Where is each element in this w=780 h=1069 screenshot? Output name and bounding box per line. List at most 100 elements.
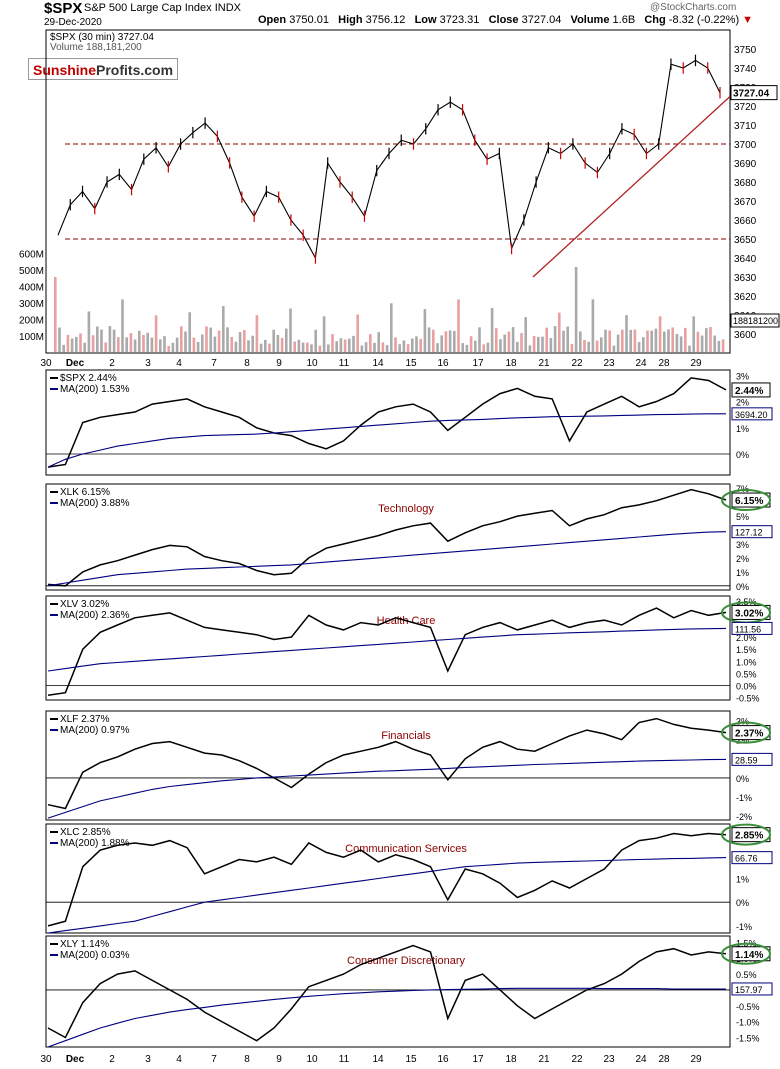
bottom-x-tick-label: 18	[505, 1054, 517, 1065]
volume-bar	[469, 336, 473, 352]
volume-bar	[87, 311, 91, 352]
ma-series-line	[47, 987, 726, 1048]
x-tick-label: 23	[603, 358, 615, 369]
relative-tick-label: 0%	[736, 898, 749, 908]
volume-bar	[226, 327, 229, 352]
relative-series-line	[47, 607, 727, 696]
relative-tick-label: 2.0%	[736, 633, 757, 643]
volume-bar	[54, 277, 57, 352]
volume-bar	[243, 330, 246, 352]
volume-bar	[373, 342, 376, 352]
volume-bar	[133, 339, 137, 352]
relative-series-line	[47, 717, 727, 810]
volume-bar	[490, 308, 494, 352]
volume-bar	[201, 334, 204, 352]
relative-tick-label: 1%	[736, 875, 749, 885]
panel-ma-legend-label: MA(200) 0.97%	[60, 725, 130, 736]
last-value-label: 2.37%	[735, 729, 763, 740]
volume-bar	[465, 344, 469, 352]
volume-bar	[633, 329, 637, 352]
x-tick-label: 21	[538, 358, 550, 369]
volume-bar	[205, 326, 208, 352]
relative-tick-label: 3%	[736, 717, 749, 727]
volume-tick-label: 500M	[19, 266, 44, 277]
volume-bar	[600, 337, 603, 352]
panel-legend-label: XLY 1.14%	[60, 939, 109, 950]
volume-bar	[595, 340, 599, 352]
volume-bar	[486, 342, 490, 352]
volume-bar	[293, 341, 296, 352]
relative-panel-frame	[45, 710, 731, 821]
volume-bar	[348, 338, 351, 352]
bottom-x-tick-label: 30	[40, 1054, 52, 1065]
panel-title: Financials	[381, 730, 431, 742]
volume-tick-label: 300M	[19, 299, 44, 310]
volume-bar	[604, 329, 607, 352]
x-tick-label: 28	[658, 358, 670, 369]
price-tick-label: 3650	[734, 235, 757, 246]
volume-bar	[104, 342, 107, 352]
price-tick-label: 3700	[734, 140, 757, 151]
last-value-label: 2.85%	[735, 831, 763, 842]
x-tick-label: 8	[244, 358, 250, 369]
relative-tick-label: -0.5%	[736, 694, 760, 704]
volume-bar	[436, 343, 439, 352]
volume-bar	[545, 327, 548, 352]
ma-series-line	[47, 627, 727, 672]
relative-tick-label: 2%	[736, 554, 749, 564]
volume-bar	[629, 329, 632, 352]
volume-bar	[541, 336, 544, 352]
bottom-x-tick-label: 2	[109, 1054, 115, 1065]
sunshine-profits-logo: SunshineProfits.com	[28, 58, 178, 80]
volume-bar	[251, 335, 254, 352]
volume-bar	[478, 327, 481, 352]
volume-bar	[154, 315, 158, 352]
volume-tick-label: 100M	[19, 332, 44, 343]
x-tick-label: 4	[176, 358, 182, 369]
ma-value-label: 127.12	[735, 528, 763, 538]
volume-bar	[327, 344, 330, 352]
panel-title: Technology	[378, 503, 434, 515]
highlight-ellipse	[721, 823, 771, 846]
volume-bar	[658, 316, 662, 352]
volume-bar	[495, 328, 498, 352]
price-tick-label: 3750	[734, 45, 757, 56]
bottom-x-tick-label: 29	[690, 1054, 702, 1065]
volume-bar	[574, 267, 578, 352]
relative-tick-label: 0.5%	[736, 970, 757, 980]
volume-bar	[688, 345, 691, 352]
volume-bar	[713, 335, 716, 352]
volume-bar	[654, 328, 658, 352]
volume-bar	[285, 328, 288, 352]
panel-title: Consumer Discretionary	[347, 955, 465, 967]
ohlc-readout: Open 3750.01 High 3756.12 Low 3723.31 Cl…	[258, 14, 754, 26]
date-label: 29-Dec-2020	[44, 17, 102, 28]
ma-series-line	[47, 758, 727, 819]
volume-bar	[453, 330, 456, 352]
volume-bar	[427, 327, 431, 352]
bottom-x-tick-label: 3	[145, 1054, 151, 1065]
panel-ma-legend-label: MA(200) 1.53%	[60, 384, 130, 395]
relative-tick-label: 5%	[736, 512, 749, 522]
volume-bar	[339, 338, 343, 352]
volume-bar	[705, 328, 708, 352]
last-value-label: 6.15%	[735, 496, 763, 507]
volume-bar	[343, 339, 347, 352]
last-price-box	[730, 85, 778, 101]
last-value-label: 2.44%	[735, 386, 763, 397]
volume-bar	[70, 338, 74, 352]
volume-bar	[679, 336, 683, 352]
volume-bar	[301, 342, 305, 352]
volume-bar	[360, 345, 364, 352]
ma-value-label: 3694.20	[735, 410, 768, 420]
volume-bar	[322, 316, 326, 352]
volume-bar	[238, 332, 242, 352]
relative-panel-frame	[45, 483, 731, 591]
volume-bar	[411, 338, 414, 352]
volume-bar	[553, 326, 557, 352]
bottom-x-tick-label: 22	[571, 1054, 583, 1065]
bottom-x-tick-label: 9	[276, 1054, 282, 1065]
volume-bar	[532, 336, 536, 352]
volume-bar	[259, 343, 263, 352]
